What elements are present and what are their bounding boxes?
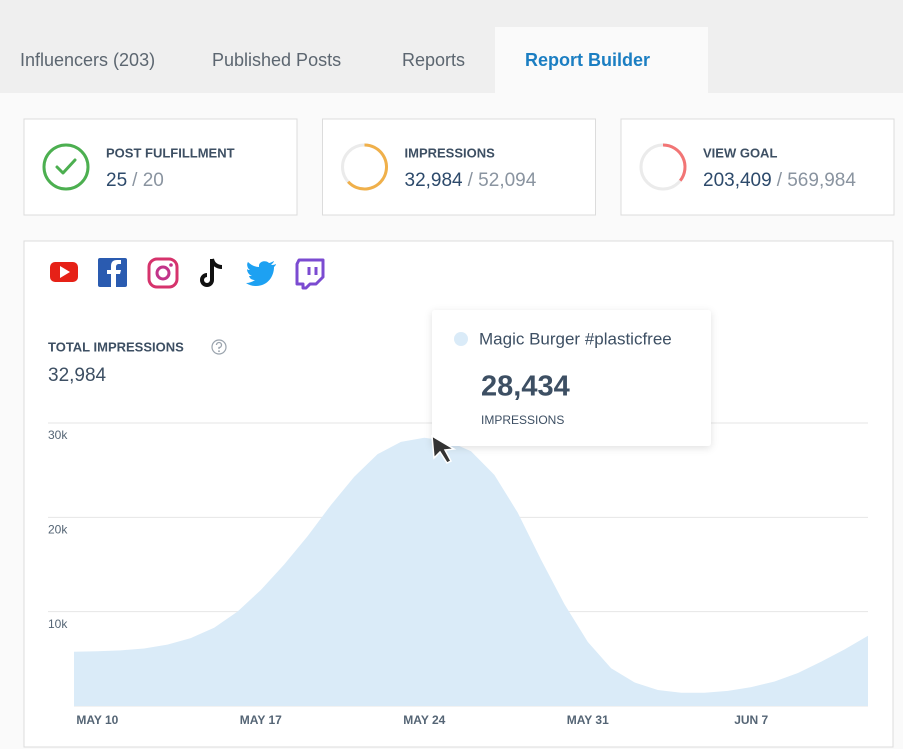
chart-total: 32,984 [48, 365, 107, 386]
tiktok-icon[interactable] [200, 259, 214, 287]
card-title: POST FULFILLMENT [106, 145, 235, 160]
card-title: VIEW GOAL [703, 145, 777, 160]
card-goal: / 569,984 [777, 170, 857, 191]
tooltip: Magic Burger #plasticfree 28,434 IMPRESS… [432, 310, 711, 446]
card-value: 203,409/ 569,984 [703, 170, 856, 191]
help-mark [215, 341, 223, 349]
x-tick-label: MAY 17 [240, 713, 282, 727]
tooltip-value: 28,434 [481, 371, 570, 403]
help-circle [211, 339, 227, 355]
y-tick-label: 20k [48, 523, 68, 537]
x-tick-label: JUN 7 [734, 713, 768, 727]
tab-label[interactable]: Reports [402, 50, 465, 70]
chart-title: TOTAL IMPRESSIONS [48, 339, 184, 354]
tab-label[interactable]: Report Builder [525, 50, 650, 70]
x-tick-label: MAY 10 [76, 713, 118, 727]
x-tick-label: MAY 31 [567, 713, 609, 727]
active-tab [495, 27, 708, 93]
twitch-eyes [307, 267, 318, 275]
card-value-number: 25 [106, 170, 127, 191]
progress-complete [42, 143, 90, 191]
stat-card [620, 118, 895, 216]
tooltip-box [432, 310, 711, 446]
card-value: 32,984/ 52,094 [405, 170, 537, 191]
help-icon[interactable] [211, 339, 227, 355]
plot: 10k 20k 30k MAY 10 MAY 17 MAY 24 MAY 31 JUN 7 [48, 422, 868, 727]
twitter-icon[interactable] [246, 261, 276, 286]
card-goal: / 20 [132, 170, 164, 191]
tab-bar [0, 0, 903, 93]
tab-label[interactable]: Published Posts [212, 50, 341, 70]
cursor [431, 434, 457, 464]
tooltip-dot [454, 332, 468, 346]
stat-card [23, 118, 298, 216]
tooltip-label: IMPRESSIONS [481, 413, 564, 427]
tooltip-series: Magic Burger #plasticfree [479, 329, 672, 348]
card-value-number: 32,984 [405, 170, 464, 191]
progress-arc [347, 143, 388, 191]
facebook-f [107, 260, 121, 287]
help-dot [218, 350, 220, 353]
area [74, 437, 868, 706]
tab-label[interactable]: Influencers (203) [20, 50, 155, 70]
y-tick-label: 10k [48, 617, 68, 631]
card-title: IMPRESSIONS [405, 145, 496, 160]
tiktok-stem [210, 258, 223, 269]
stat-card [322, 118, 596, 216]
instagram-lens [155, 265, 171, 281]
instagram-dot [169, 263, 173, 267]
instagram-icon[interactable] [147, 257, 179, 289]
x-tick-label: MAY 24 [403, 713, 445, 727]
card-value-number: 203,409 [703, 170, 772, 191]
twitch-icon[interactable] [295, 258, 325, 290]
card-goal: / 52,094 [468, 170, 537, 191]
y-tick-label: 30k [48, 428, 68, 442]
youtube-play [60, 266, 70, 278]
card-value: 25/ 20 [106, 170, 164, 191]
check-mark [55, 158, 77, 175]
progress-arc [662, 143, 687, 182]
social-icons [50, 257, 325, 290]
